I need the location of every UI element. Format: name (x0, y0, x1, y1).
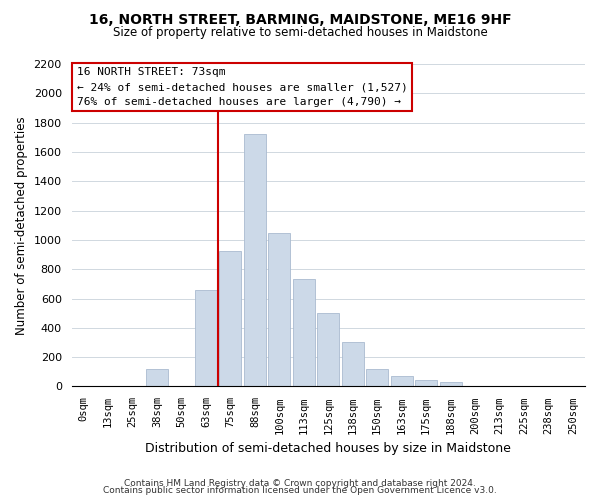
Bar (220, 251, 241, 386)
Text: Contains public sector information licensed under the Open Government Licence v3: Contains public sector information licen… (103, 486, 497, 495)
Bar (317, 313, 339, 386)
X-axis label: Distribution of semi-detached houses by size in Maidstone: Distribution of semi-detached houses by … (145, 442, 511, 455)
Bar (440, 382, 461, 386)
Bar (366, 369, 388, 386)
Bar (342, 342, 364, 386)
Bar (195, 290, 217, 386)
Y-axis label: Number of semi-detached properties: Number of semi-detached properties (15, 116, 28, 334)
Text: Size of property relative to semi-detached houses in Maidstone: Size of property relative to semi-detach… (113, 26, 487, 39)
Bar (391, 376, 413, 386)
Bar (293, 280, 315, 386)
Text: 16, NORTH STREET, BARMING, MAIDSTONE, ME16 9HF: 16, NORTH STREET, BARMING, MAIDSTONE, ME… (89, 12, 511, 26)
Bar (244, 134, 266, 386)
Bar (415, 380, 437, 386)
Text: Contains HM Land Registry data © Crown copyright and database right 2024.: Contains HM Land Registry data © Crown c… (124, 478, 476, 488)
Bar (146, 369, 168, 386)
Text: 16 NORTH STREET: 73sqm
← 24% of semi-detached houses are smaller (1,527)
76% of : 16 NORTH STREET: 73sqm ← 24% of semi-det… (77, 67, 407, 107)
Bar (268, 232, 290, 386)
